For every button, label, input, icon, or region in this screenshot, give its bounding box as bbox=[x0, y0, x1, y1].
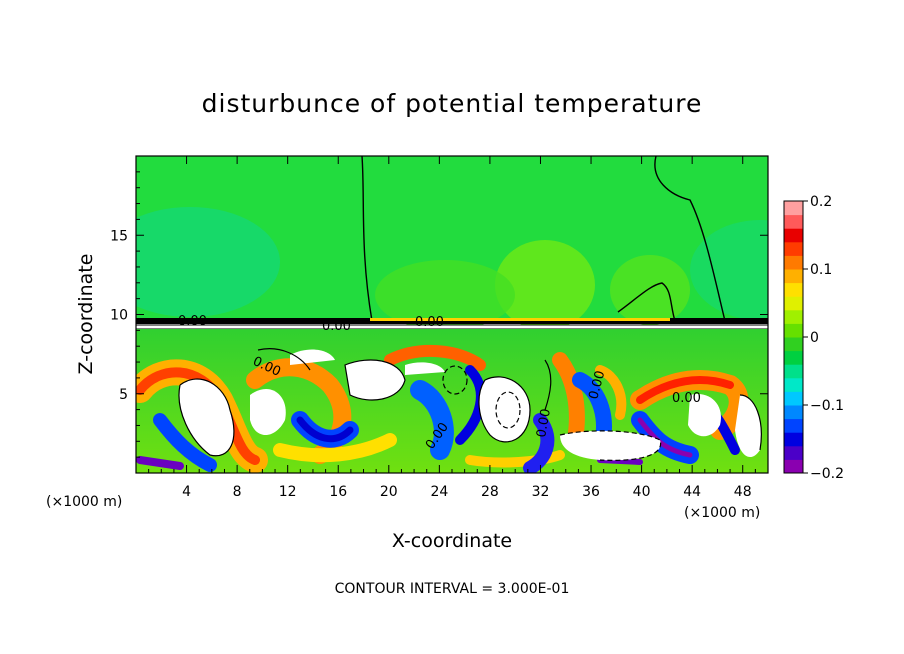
contour-label: 0.00 bbox=[586, 369, 608, 401]
x-axis: 4 8 12 16 20 24 28 32 36 40 44 48 bbox=[148, 156, 756, 500]
contour-label: 0.00 bbox=[322, 319, 351, 334]
upper-warm-patch-right bbox=[610, 255, 690, 325]
white-eddies bbox=[179, 349, 762, 461]
colorbar-swatch bbox=[784, 214, 803, 229]
x-tick-label: 8 bbox=[233, 484, 242, 500]
colorbar-tick-label: −0.1 bbox=[810, 398, 844, 414]
interface-band-2 bbox=[136, 324, 768, 330]
x-tick-label: 12 bbox=[279, 484, 297, 500]
colorbar-swatch bbox=[784, 241, 803, 256]
colorbar-ticks: 0.2 0.1 0 −0.1 −0.2 bbox=[803, 194, 844, 482]
colorbar-tick-label: −0.2 bbox=[810, 466, 844, 482]
x-tick-label: 40 bbox=[633, 484, 651, 500]
x-tick-label: 44 bbox=[683, 484, 701, 500]
colorbar-swatch bbox=[784, 432, 803, 447]
y-axis-label: Z-coordinate bbox=[75, 254, 97, 375]
plot-area bbox=[136, 156, 768, 473]
y-axis: 5 10 15 bbox=[110, 171, 768, 458]
contour-label: 0.00 bbox=[672, 391, 701, 406]
y-tick-label: 5 bbox=[119, 387, 128, 403]
colorbar-swatch bbox=[784, 323, 803, 338]
colorbar-swatch bbox=[784, 255, 803, 270]
y-tick-label: 10 bbox=[110, 308, 128, 324]
lower-contours bbox=[178, 348, 762, 461]
colorbar bbox=[784, 201, 803, 474]
y-tick-label: 15 bbox=[110, 228, 128, 244]
upper-warm-patch-center2 bbox=[375, 260, 515, 330]
chart-title: disturbunce of potential temperature bbox=[202, 89, 703, 118]
contour-interval-annotation: CONTOUR INTERVAL = 3.000E-01 bbox=[335, 581, 570, 597]
x-tick-label: 28 bbox=[481, 484, 499, 500]
x-tick-label: 36 bbox=[582, 484, 600, 500]
contour-label: 0.00 bbox=[415, 315, 444, 330]
x-units-right: (×1000 m) bbox=[684, 505, 760, 521]
upper-contour-2 bbox=[654, 156, 726, 322]
colorbar-swatch bbox=[784, 459, 803, 474]
upper-cool-patch-left bbox=[136, 207, 280, 317]
x-tick-label: 48 bbox=[734, 484, 752, 500]
contour-label: 0.00 bbox=[534, 408, 554, 439]
colorbar-swatch bbox=[784, 364, 803, 379]
x-units-left: (×1000 m) bbox=[46, 494, 122, 510]
upper-cool-patch-right bbox=[690, 220, 768, 320]
colorbar-swatch bbox=[784, 228, 803, 243]
upper-contour-1 bbox=[361, 156, 373, 322]
upper-contour-3 bbox=[617, 282, 676, 322]
contour-label: 0.00 bbox=[178, 314, 207, 329]
colorbar-swatch bbox=[784, 337, 803, 352]
x-tick-label: 4 bbox=[182, 484, 191, 500]
upper-warm-patch-center bbox=[495, 240, 595, 330]
colorbar-tick-label: 0.1 bbox=[810, 262, 832, 278]
colorbar-swatch bbox=[784, 350, 803, 365]
x-tick-label: 16 bbox=[329, 484, 347, 500]
x-axis-label: X-coordinate bbox=[392, 530, 512, 552]
colorbar-swatch bbox=[784, 377, 803, 392]
colorbar-swatch bbox=[784, 296, 803, 311]
colorbar-swatch bbox=[784, 201, 803, 216]
colorbar-swatch bbox=[784, 282, 803, 297]
colorbar-swatch bbox=[784, 418, 803, 433]
x-tick-label: 32 bbox=[532, 484, 550, 500]
x-tick-label: 20 bbox=[380, 484, 398, 500]
colorbar-tick-label: 0.2 bbox=[810, 194, 832, 210]
colorbar-tick-label: 0 bbox=[810, 330, 819, 346]
colorbar-swatch bbox=[784, 309, 803, 324]
colorbar-swatch bbox=[784, 445, 803, 460]
colorbar-swatch bbox=[784, 391, 803, 406]
interface-warm-line bbox=[370, 318, 670, 321]
colorbar-swatch bbox=[784, 269, 803, 284]
colorbar-swatch bbox=[784, 405, 803, 420]
x-tick-label: 24 bbox=[430, 484, 448, 500]
